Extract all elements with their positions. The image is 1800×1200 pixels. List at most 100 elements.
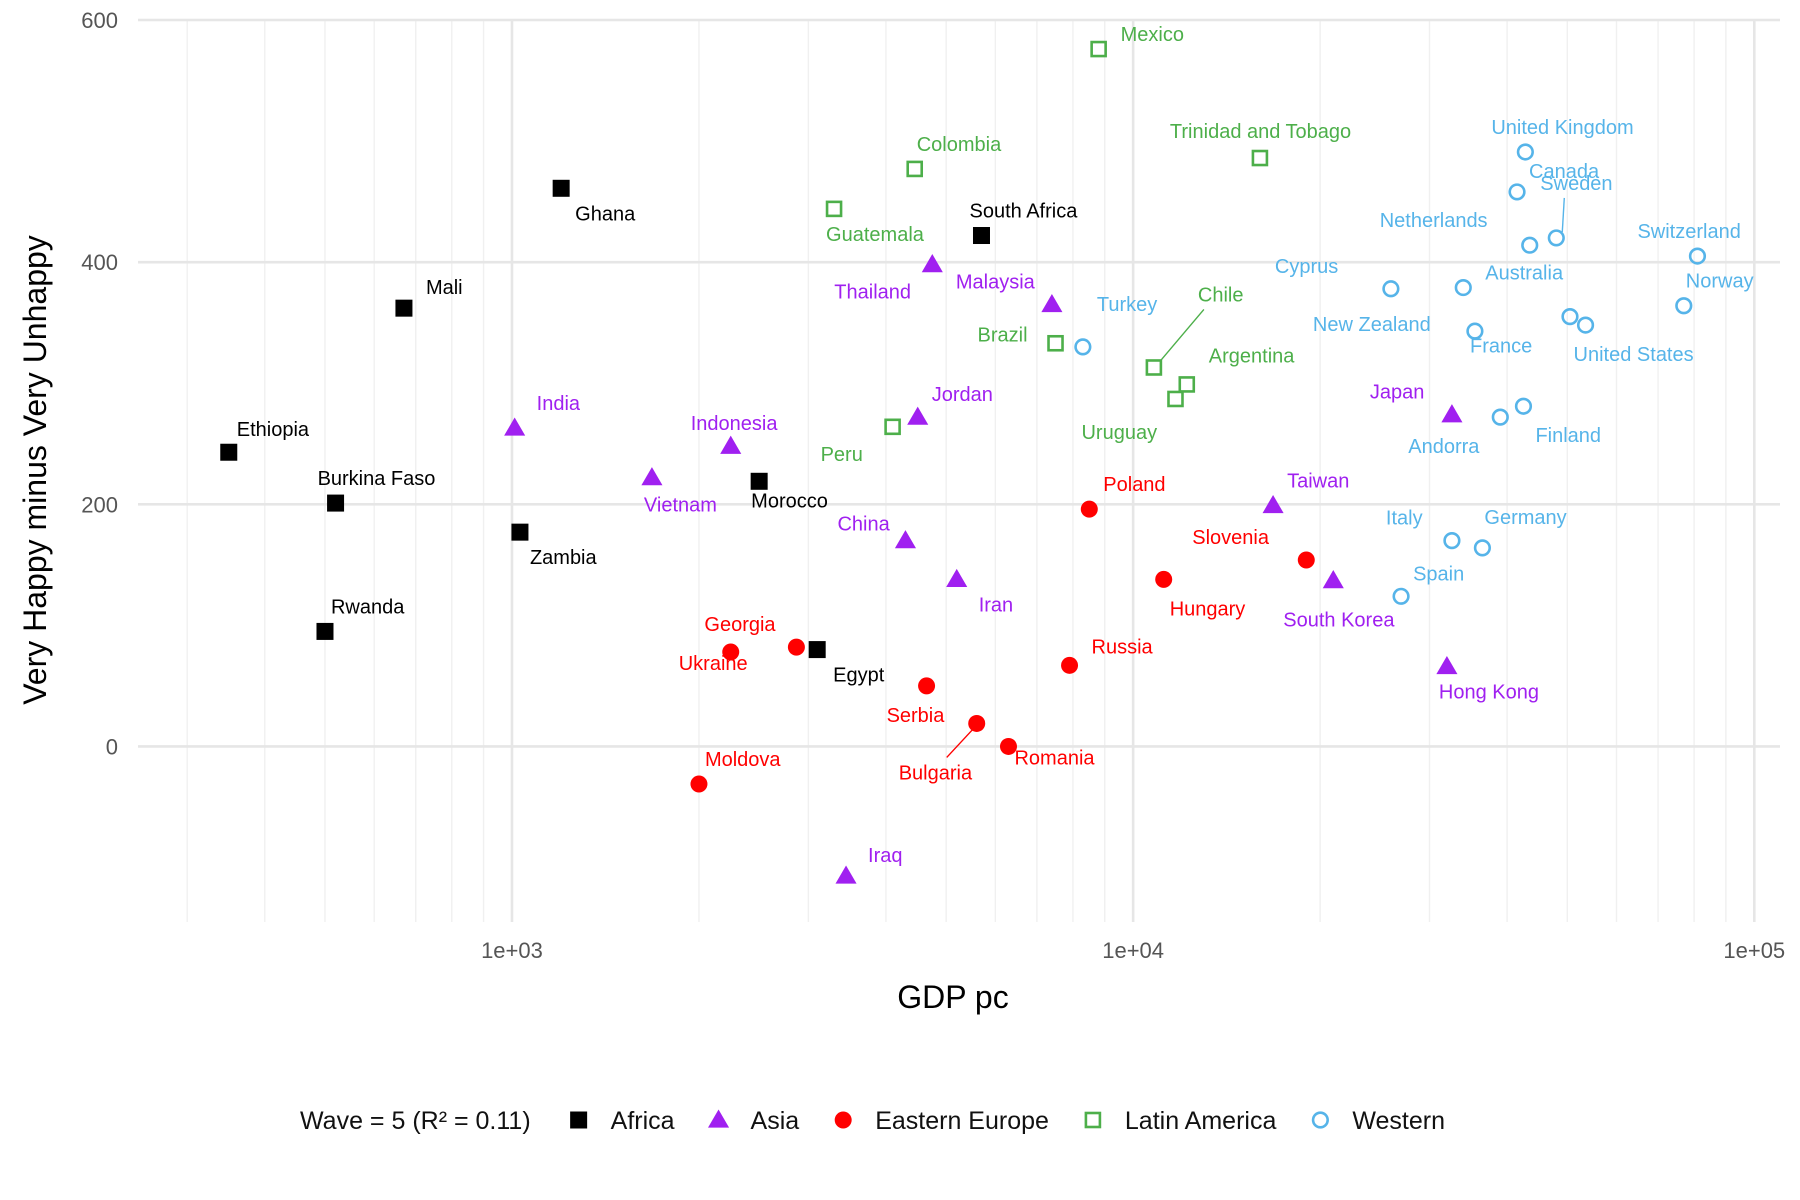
data-label: Hungary: [1170, 598, 1246, 620]
data-label: Iran: [979, 594, 1013, 616]
data-label: Italy: [1386, 508, 1423, 530]
legend-title: Wave = 5 (R² = 0.11): [300, 1107, 531, 1135]
data-label: Georgia: [704, 614, 776, 636]
label-leader-line: [947, 729, 973, 757]
data-label: Cyprus: [1275, 256, 1338, 278]
data-point-serbia: [918, 677, 935, 694]
legend-key-latin-america: [1086, 1113, 1100, 1127]
data-point-slovenia: [1298, 551, 1315, 568]
data-point-chile: [1147, 360, 1161, 374]
data-label: Ghana: [575, 203, 636, 225]
y-tick-label: 400: [81, 250, 118, 275]
data-point-poland: [1081, 501, 1098, 518]
data-label: Egypt: [833, 665, 885, 687]
data-label: Japan: [1370, 382, 1425, 404]
data-point-iraq: [836, 865, 857, 883]
data-label: Spain: [1413, 563, 1464, 585]
data-point-georgia: [788, 639, 805, 656]
legend-label: Asia: [751, 1107, 800, 1135]
data-point-united-states: [1578, 318, 1593, 333]
data-label: Guatemala: [826, 224, 925, 246]
x-tick-label: 1e+05: [1723, 938, 1785, 963]
data-label: Trinidad and Tobago: [1170, 121, 1351, 143]
data-label: Australia: [1485, 263, 1564, 285]
data-label: Malaysia: [956, 272, 1036, 294]
data-point-russia: [1061, 657, 1078, 674]
data-point-peru: [886, 420, 900, 434]
data-label: Uruguay: [1081, 422, 1157, 444]
data-point-norway: [1676, 298, 1691, 313]
data-point-morocco: [751, 473, 768, 490]
data-point-south-africa: [973, 227, 990, 244]
legend-key-africa: [570, 1112, 587, 1129]
data-point-mexico: [1092, 42, 1106, 56]
data-label: Taiwan: [1287, 471, 1349, 493]
data-points: [220, 42, 1704, 884]
data-label: Switzerland: [1637, 221, 1740, 243]
data-label: Russia: [1092, 636, 1154, 658]
data-point-brazil: [1049, 336, 1063, 350]
data-label: Argentina: [1209, 345, 1295, 367]
data-point-germany: [1475, 541, 1490, 556]
data-point-australia: [1456, 280, 1471, 295]
data-point-egypt: [809, 641, 826, 658]
data-point-burkina-faso: [327, 495, 344, 512]
data-point-uruguay: [1168, 392, 1182, 406]
label-leader-line: [1562, 198, 1564, 232]
data-point-france: [1563, 309, 1578, 324]
data-label: Rwanda: [331, 596, 405, 618]
x-axis: 1e+03 1e+04 1e+05: [481, 938, 1785, 963]
y-tick-label: 0: [106, 734, 118, 759]
data-point-bulgaria: [968, 715, 985, 732]
legend-label: Western: [1352, 1107, 1445, 1135]
data-label: Moldova: [705, 749, 781, 771]
data-label: United Kingdom: [1491, 117, 1633, 139]
y-axis-title: Very Happy minus Very Unhappy: [17, 235, 53, 705]
y-tick-label: 200: [81, 492, 118, 517]
data-label: Andorra: [1408, 436, 1480, 458]
data-point-andorra: [1493, 410, 1508, 425]
data-label: Brazil: [978, 324, 1028, 346]
data-label: Turkey: [1097, 294, 1157, 316]
data-point-mali: [395, 300, 412, 317]
data-label: South Korea: [1283, 610, 1395, 632]
data-point-united-kingdom: [1518, 145, 1533, 160]
data-point-colombia: [908, 162, 922, 176]
data-label: Serbia: [887, 705, 946, 727]
data-point-trinidad-and-tobago: [1253, 151, 1267, 165]
data-label: Jordan: [932, 384, 993, 406]
x-axis-title: GDP pc: [897, 979, 1008, 1015]
data-point-ghana: [553, 180, 570, 197]
data-point-guatemala: [827, 202, 841, 216]
data-point-vietnam: [641, 467, 662, 485]
data-label: Netherlands: [1380, 210, 1488, 232]
data-label: Norway: [1686, 271, 1754, 293]
data-label: Hong Kong: [1439, 682, 1539, 704]
data-point-hong-kong: [1436, 656, 1457, 674]
data-label: Sweden: [1540, 173, 1612, 195]
data-label: France: [1470, 336, 1532, 358]
data-label: Finland: [1535, 425, 1601, 447]
data-point-finland: [1516, 399, 1531, 414]
data-label: Ethiopia: [237, 419, 310, 441]
data-label: Zambia: [530, 547, 598, 569]
data-point-canada: [1510, 185, 1525, 200]
data-label: China: [837, 514, 890, 536]
data-label: Mali: [426, 277, 463, 299]
legend-label: Africa: [611, 1107, 675, 1135]
data-point-malaysia: [1041, 294, 1062, 312]
data-point-cyprus: [1384, 281, 1399, 296]
data-point-argentina: [1180, 377, 1194, 391]
data-label: Burkina Faso: [318, 468, 436, 490]
y-axis: 0 200 400 600: [81, 8, 118, 759]
legend-key-western: [1313, 1113, 1328, 1128]
data-label: Colombia: [917, 134, 1002, 156]
data-label: Vietnam: [644, 495, 717, 517]
y-tick-label: 600: [81, 8, 118, 33]
data-point-india: [504, 417, 525, 435]
x-tick-label: 1e+04: [1102, 938, 1164, 963]
data-label: Morocco: [751, 490, 828, 512]
data-point-iran: [946, 569, 967, 587]
data-point-ethiopia: [220, 444, 237, 461]
